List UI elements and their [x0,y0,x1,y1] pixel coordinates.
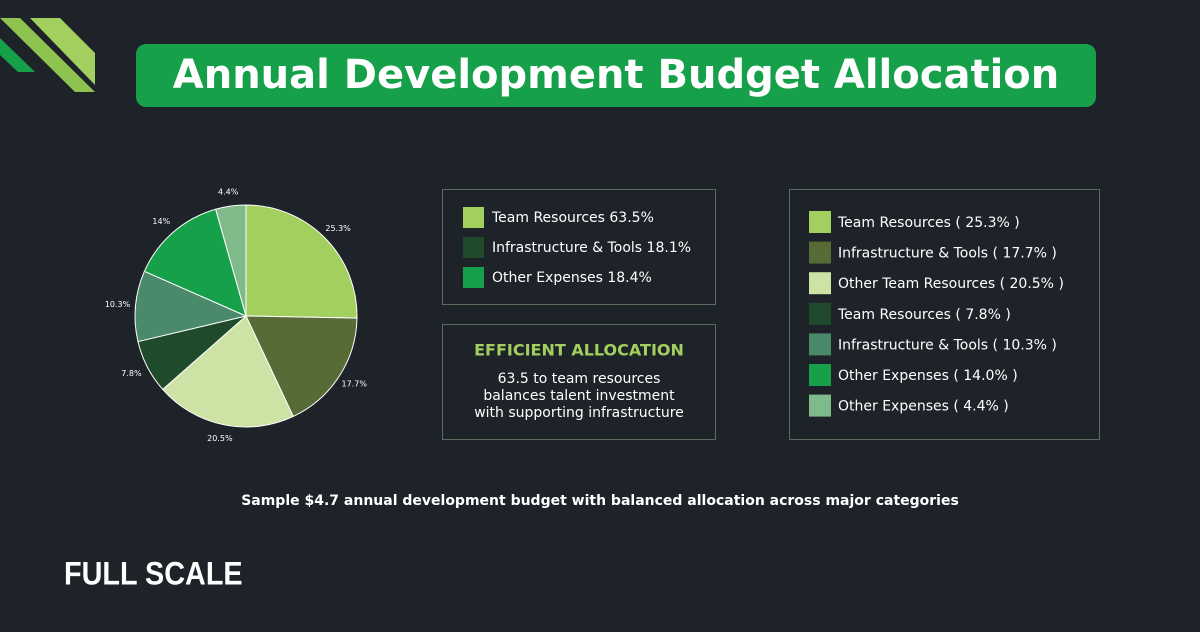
legend-label: Team Resources ( 7.8% ) [837,307,1011,323]
legend-swatch [463,237,484,258]
corner-stripe [30,18,95,85]
pie-slice [162,315,294,428]
legend-label: Team Resources 63.5% [491,210,654,226]
corner-stripe [0,18,95,92]
legend-box [789,189,1100,440]
legend-label: Team Resources ( 25.3% ) [837,215,1020,231]
slice-label: 17.7% [342,379,368,388]
legend-swatch [809,394,831,417]
footnote: Sample $4.7 annual development budget wi… [241,493,959,509]
corner-stripe [0,38,35,72]
brand-logo: FULL SCALE [64,556,243,592]
slice-label: 14% [152,217,170,226]
summary-box [442,189,716,305]
legend-swatch [809,364,831,386]
callout-line: with supporting infrastructure [474,405,684,421]
legend-swatch [809,272,831,295]
legend-label: Other Expenses 18.4% [492,270,652,286]
slice-label: 4.4% [218,188,239,197]
legend-swatch [463,207,484,228]
slice-label: 7.8% [121,369,142,378]
title-pill [136,44,1096,107]
slice-label: 20.5% [207,434,233,443]
legend-label: Infrastructure & Tools 18.1% [492,240,691,256]
pie-slice [215,204,247,317]
pie-slice [245,204,358,319]
legend-label: Infrastructure & Tools ( 10.3% ) [838,337,1057,353]
callout-line: 63.5 to team resources [498,371,661,387]
legend-label: Infrastructure & Tools ( 17.7% ) [838,246,1057,262]
callout-box [442,324,716,440]
legend-swatch [809,333,831,356]
pie-slice [143,208,247,317]
legend-label: Other Expenses ( 14.0% ) [838,368,1018,384]
chart-title: Annual Development Budget Allocation [173,52,1059,98]
legend-swatch [463,267,484,288]
slice-label: 25.3% [325,224,351,233]
legend-swatch [809,241,831,264]
legend-label: Other Team Resources ( 20.5% ) [838,276,1064,292]
callout-title: EFFICIENT ALLOCATION [474,341,684,360]
legend-swatch [809,302,831,325]
legend-label: Other Expenses ( 4.4% ) [838,399,1009,415]
legend-swatch [809,211,831,233]
callout-line: balances talent investment [483,388,675,404]
slice-label: 10.3% [105,300,131,309]
pie-slice [245,315,358,418]
pie-slice [134,270,248,343]
